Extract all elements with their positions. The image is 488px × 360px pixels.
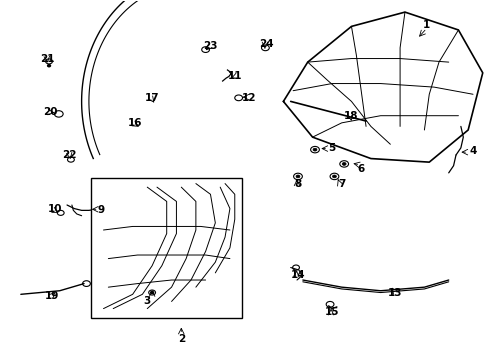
- Text: 7: 7: [337, 179, 345, 189]
- Text: 9: 9: [97, 205, 104, 215]
- Text: 11: 11: [227, 71, 242, 81]
- Text: 12: 12: [242, 93, 256, 103]
- Circle shape: [312, 148, 316, 151]
- Text: 19: 19: [45, 291, 60, 301]
- Text: 8: 8: [294, 179, 301, 189]
- Text: 20: 20: [42, 107, 57, 117]
- Text: 15: 15: [324, 307, 339, 317]
- Text: 22: 22: [62, 150, 77, 160]
- Text: 6: 6: [357, 164, 364, 174]
- Text: 5: 5: [328, 143, 335, 153]
- Circle shape: [150, 292, 153, 294]
- Text: 13: 13: [387, 288, 402, 297]
- Circle shape: [295, 175, 299, 178]
- Circle shape: [332, 175, 336, 178]
- Circle shape: [47, 64, 50, 67]
- FancyBboxPatch shape: [91, 178, 242, 318]
- Text: 16: 16: [127, 118, 142, 128]
- Text: 24: 24: [259, 39, 273, 49]
- Text: 18: 18: [344, 111, 358, 121]
- Text: 21: 21: [40, 54, 55, 64]
- Text: 17: 17: [144, 93, 159, 103]
- Text: 1: 1: [422, 19, 429, 30]
- Text: 2: 2: [177, 334, 184, 344]
- Text: 3: 3: [143, 296, 151, 306]
- Text: 14: 14: [290, 270, 305, 280]
- Circle shape: [342, 162, 346, 165]
- Text: 10: 10: [47, 203, 62, 213]
- Text: 23: 23: [203, 41, 217, 51]
- Text: 4: 4: [468, 147, 476, 157]
